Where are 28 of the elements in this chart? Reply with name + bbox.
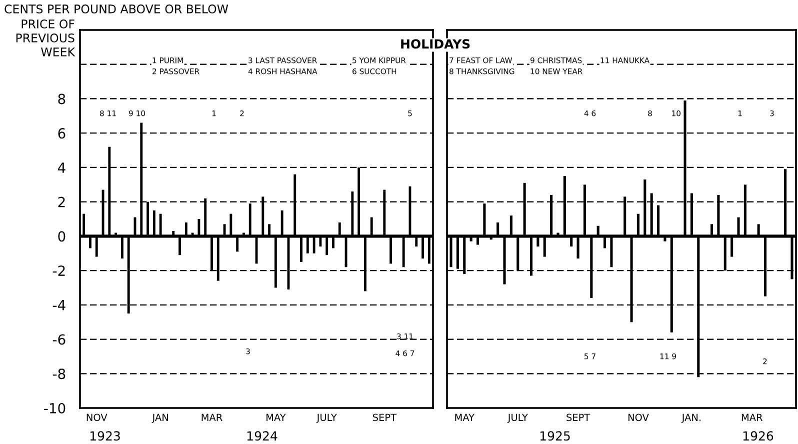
- y-tick-label: 6: [58, 128, 66, 139]
- text: 1923: [90, 431, 120, 441]
- x-tick-label: SEPT: [566, 414, 590, 422]
- text: 1925: [540, 431, 570, 441]
- x-tick-label: JAN: [152, 414, 168, 423]
- x-tick-label: SEPT: [372, 414, 396, 422]
- text: 1926: [743, 431, 774, 441]
- y-tick-label: 2: [58, 196, 65, 208]
- y-tick-label: 4: [58, 162, 66, 173]
- y-tick-label: 8: [58, 94, 66, 104]
- y-axis-title: CENTS PER POUND ABOVE OR BELOW PRICE OF PREVIOUS WEEK: [4, 4, 228, 56]
- x-tick-label: MAY: [455, 414, 475, 421]
- x-tick-label: NOV: [628, 414, 649, 422]
- y-tick-label: -4: [52, 300, 66, 310]
- x-tick-label: JULY: [316, 414, 337, 423]
- x-tick-label: MAY: [266, 414, 286, 421]
- y-tick-label: -2: [52, 266, 65, 276]
- annotation: HOLIDAYS: [401, 39, 470, 49]
- x-tick-label: NOV: [86, 414, 108, 422]
- x-tick-label: MAR: [742, 414, 762, 421]
- x-tick-label: MAR: [202, 414, 222, 421]
- x-tick-label: JULY: [507, 414, 528, 423]
- y-tick-label: -6: [52, 334, 66, 345]
- y-tick-label: -10: [44, 402, 66, 414]
- y-tick-label: -8: [52, 368, 66, 380]
- y-tick-label: 0: [58, 231, 66, 242]
- text: 1924: [247, 431, 278, 441]
- x-tick-label: JAN.: [681, 414, 701, 423]
